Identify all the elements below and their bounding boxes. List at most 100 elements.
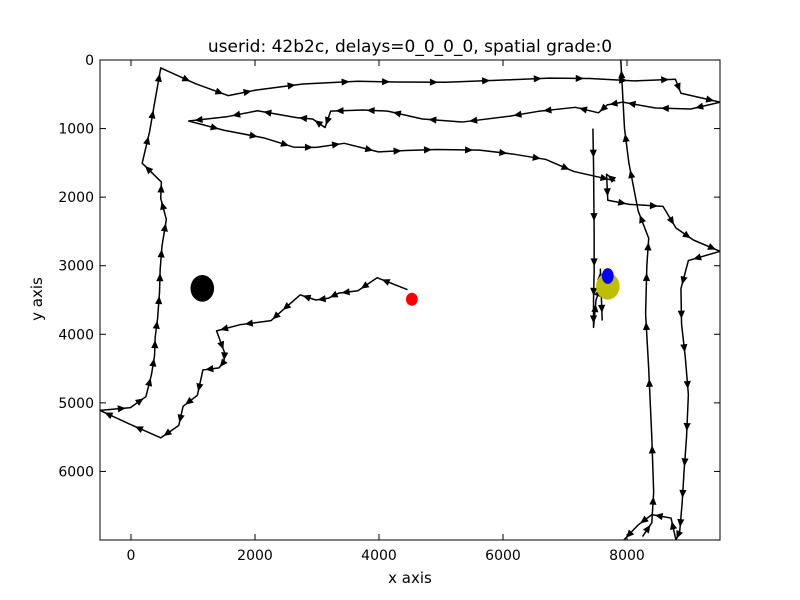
- trajectory-arrowhead: [249, 131, 258, 139]
- trajectory-arrowhead: [599, 174, 609, 182]
- trajectory-arrowhead: [205, 365, 214, 373]
- trajectory-arrowhead: [214, 87, 224, 95]
- trajectory-arrowhead: [244, 319, 254, 327]
- trajectory-arrowhead: [145, 166, 154, 175]
- axis-ticks: 0 2000 4000 6000 8000 0 1000 2000 3000 4000 5000 60…: [58, 53, 720, 564]
- trajectory-arrowhead: [272, 311, 281, 320]
- trajectory-arrowhead: [366, 106, 375, 115]
- trajectory-arrowhead: [645, 378, 654, 388]
- trajectory-arrowhead: [513, 110, 522, 118]
- trajectory-arrowhead: [156, 273, 164, 282]
- marker-layer: [190, 268, 620, 306]
- x-tick-label: 2000: [237, 548, 273, 564]
- trajectory-arrowhead: [695, 102, 704, 110]
- y-axis-title: y axis: [28, 277, 46, 321]
- trajectory-arrowhead: [314, 120, 324, 128]
- trajectory-arrowhead: [609, 99, 618, 107]
- trajectory-arrowhead: [263, 109, 272, 117]
- black-dot: [190, 274, 215, 302]
- x-tick-label: 4000: [361, 548, 397, 564]
- trajectory-arrowhead: [607, 175, 617, 183]
- trajectory-arrowhead: [232, 110, 241, 118]
- trajectory-series-2: [618, 60, 657, 537]
- trajectory-arrowhead: [599, 103, 609, 112]
- x-tick-label: 0: [127, 548, 136, 564]
- trajectory-arrowhead: [329, 290, 339, 298]
- trajectory-arrowhead: [341, 288, 350, 296]
- trajectory-arrowhead: [642, 321, 651, 331]
- trajectory-arrowhead: [622, 133, 630, 143]
- trajectory-arrowhead: [648, 445, 656, 454]
- trajectory-arrowhead: [589, 149, 597, 158]
- trajectory-arrowhead: [152, 320, 160, 330]
- trajectory-arrowhead: [117, 405, 126, 413]
- trajectory-arrowhead: [644, 242, 652, 251]
- trajectory-arrowhead: [196, 382, 204, 392]
- trajectory-arrowhead: [381, 279, 391, 286]
- trajectory-arrowhead: [163, 428, 173, 436]
- trajectory-arrowhead: [220, 324, 229, 332]
- trajectory-arrowhead: [341, 78, 350, 86]
- trajectory-arrowhead: [578, 106, 588, 114]
- trajectory-arrowhead: [181, 74, 191, 82]
- trajectory-arrowhead: [360, 281, 370, 289]
- trajectory-arrowhead: [134, 426, 144, 433]
- trajectory-arrowhead: [680, 343, 688, 353]
- blue-dot: [601, 268, 614, 284]
- trajectory-arrowhead: [134, 398, 144, 406]
- y-tick-label: 0: [85, 53, 94, 69]
- trajectory-arrowhead: [104, 412, 114, 420]
- trajectory-arrowhead: [591, 304, 599, 313]
- olive-dot: [596, 272, 620, 300]
- trajectory-arrowhead: [707, 243, 717, 250]
- trajectory-arrowhead: [217, 340, 225, 350]
- trajectory-arrowhead: [649, 202, 658, 210]
- trajectory-arrowhead: [287, 82, 296, 90]
- trajectory-arrowhead: [679, 489, 687, 498]
- trajectory-arrowhead: [160, 223, 168, 232]
- trajectory-arrowhead: [575, 74, 584, 82]
- trajectory-arrowhead: [221, 352, 229, 361]
- chart-title: userid: 42b2c, delays=0_0_0_0, spatial g…: [208, 37, 612, 57]
- trajectory-arrowhead: [533, 75, 542, 83]
- trajectory-arrowhead: [683, 422, 691, 432]
- trajectory-arrowhead: [185, 396, 194, 405]
- trajectory-arrowhead: [143, 136, 151, 146]
- y-tick-label: 1000: [58, 122, 94, 138]
- trajectory-arrowhead: [317, 295, 327, 303]
- trajectory-arrowhead: [148, 110, 156, 119]
- trajectory-arrowhead: [280, 139, 289, 147]
- trajectory-arrowhead: [693, 253, 702, 261]
- trajectory-arrowhead: [642, 272, 651, 282]
- trajectory-arrowhead: [670, 521, 678, 530]
- trajectory-arrowhead: [335, 107, 344, 115]
- plot-area: [100, 60, 720, 540]
- trajectory-arrowhead: [364, 145, 374, 153]
- trajectory-arrowhead: [603, 188, 611, 197]
- trajectory-arrowhead: [482, 77, 491, 85]
- trajectory-arrowhead: [469, 116, 478, 124]
- trajectory-arrowhead: [627, 100, 637, 108]
- trajectory-arrowhead: [618, 70, 626, 79]
- trajectory-arrowhead: [673, 82, 681, 92]
- trajectory-arrowhead: [649, 496, 657, 505]
- trajectory-arrowhead: [677, 310, 685, 319]
- x-tick-label: 8000: [609, 548, 645, 564]
- trajectory-arrowhead: [160, 201, 168, 211]
- trajectory-arrowhead: [429, 78, 438, 86]
- trajectory-arrowhead: [393, 147, 402, 155]
- trajectory-arrowhead: [155, 295, 163, 305]
- trajectory-arrowhead: [177, 414, 185, 423]
- trajectory-arrowhead: [210, 123, 219, 131]
- trajectory-arrowhead: [590, 213, 598, 222]
- trajectory-arrowhead: [331, 141, 341, 149]
- trajectory-arrowhead: [617, 198, 627, 206]
- x-axis-title: x axis: [388, 569, 432, 587]
- trajectory-arrowhead: [423, 146, 433, 154]
- trajectory-arrowhead: [157, 249, 165, 258]
- trajectory-arrowhead: [543, 106, 552, 114]
- trajectory-arrowhead: [666, 216, 675, 225]
- trajectory-arrowhead: [660, 76, 670, 84]
